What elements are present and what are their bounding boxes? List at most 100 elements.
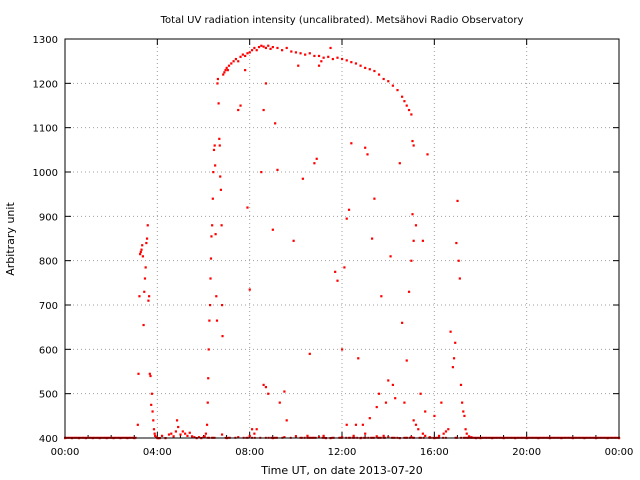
data-point: [387, 80, 389, 82]
data-point: [237, 60, 239, 62]
data-point: [413, 144, 415, 146]
data-point: [145, 242, 147, 244]
data-point: [283, 390, 285, 392]
data-point: [443, 433, 445, 435]
data-point: [221, 335, 223, 337]
data-point: [218, 138, 220, 140]
data-point: [179, 433, 181, 435]
data-point: [210, 257, 212, 259]
data-point: [151, 410, 153, 412]
data-point: [392, 384, 394, 386]
data-point: [422, 240, 424, 242]
data-point: [378, 393, 380, 395]
data-point: [249, 288, 251, 290]
data-point: [244, 55, 246, 57]
data-point: [272, 46, 274, 48]
data-point: [242, 54, 244, 56]
y-tick-label: 1200: [33, 79, 58, 90]
data-point: [153, 428, 155, 430]
data-point: [399, 162, 401, 164]
data-point: [215, 233, 217, 235]
data-point: [239, 56, 241, 58]
data-point: [306, 435, 308, 437]
x-axis-title: Time UT, on date 2013-07-20: [260, 464, 423, 477]
data-point: [385, 402, 387, 404]
data-point: [373, 198, 375, 200]
data-point: [208, 320, 210, 322]
data-point: [267, 393, 269, 395]
data-point: [170, 433, 172, 435]
data-point: [150, 404, 152, 406]
data-point: [230, 62, 232, 64]
data-point: [406, 359, 408, 361]
data-point: [364, 433, 366, 435]
x-tick-label: 20:00: [512, 447, 541, 458]
data-point: [274, 122, 276, 124]
data-point: [456, 200, 458, 202]
data-point: [239, 105, 241, 107]
data-point: [392, 85, 394, 87]
data-point: [149, 373, 151, 375]
data-point: [383, 435, 385, 437]
x-tick-label: 00:00: [605, 447, 634, 458]
data-point: [235, 58, 237, 60]
data-point: [279, 402, 281, 404]
data-point: [466, 433, 468, 435]
data-point: [207, 377, 209, 379]
data-point: [205, 433, 207, 435]
data-point: [401, 322, 403, 324]
data-point: [144, 277, 146, 279]
data-point: [422, 433, 424, 435]
data-point: [140, 249, 142, 251]
data-point: [263, 384, 265, 386]
data-point: [313, 55, 315, 57]
data-point: [175, 430, 177, 432]
data-point: [184, 433, 186, 435]
data-point: [355, 62, 357, 64]
data-point: [309, 52, 311, 54]
data-point: [263, 46, 265, 48]
data-point: [413, 419, 415, 421]
data-point: [143, 291, 145, 293]
data-point: [348, 209, 350, 211]
data-point: [366, 153, 368, 155]
data-point: [215, 295, 217, 297]
data-point: [313, 162, 315, 164]
data-point: [269, 48, 271, 50]
data-point: [464, 428, 466, 430]
data-point: [216, 320, 218, 322]
y-tick-label: 900: [39, 212, 58, 223]
data-point: [394, 397, 396, 399]
data-point: [263, 109, 265, 111]
data-point: [460, 384, 462, 386]
data-point: [318, 55, 320, 57]
data-point: [147, 224, 149, 226]
data-point: [142, 324, 144, 326]
data-point: [249, 51, 251, 53]
data-point: [341, 348, 343, 350]
data-point: [290, 50, 292, 52]
data-point: [332, 58, 334, 60]
data-point: [276, 47, 278, 49]
data-point: [214, 164, 216, 166]
data-point: [161, 435, 163, 437]
data-point: [237, 109, 239, 111]
data-point: [246, 52, 248, 54]
data-point: [403, 402, 405, 404]
data-point: [293, 240, 295, 242]
data-point: [168, 433, 170, 435]
data-point: [207, 402, 209, 404]
data-point: [424, 435, 426, 437]
data-point: [149, 375, 151, 377]
data-point: [426, 153, 428, 155]
data-point: [371, 238, 373, 240]
data-point: [323, 435, 325, 437]
data-point: [357, 357, 359, 359]
data-point: [286, 419, 288, 421]
chart-title: Total UV radiation intensity (uncalibrat…: [160, 15, 524, 26]
data-point: [415, 424, 417, 426]
data-point: [380, 295, 382, 297]
data-point: [265, 82, 267, 84]
data-point: [177, 426, 179, 428]
data-point: [272, 229, 274, 231]
